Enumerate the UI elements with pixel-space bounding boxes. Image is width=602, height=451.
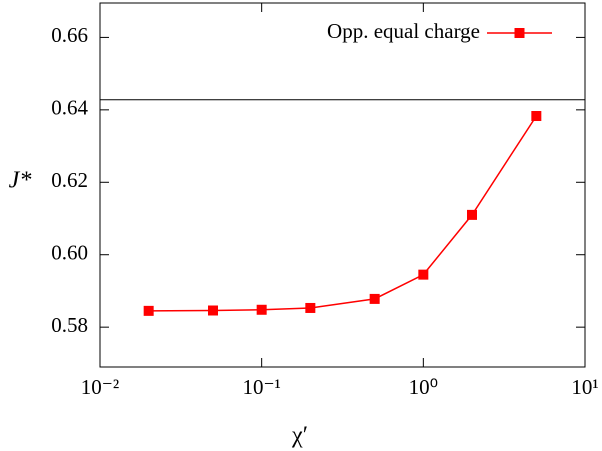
data-point bbox=[305, 302, 316, 313]
legend-marker bbox=[514, 28, 525, 38]
y-tick-label: 0.66 bbox=[51, 23, 88, 47]
x-axis-label: χ′ bbox=[291, 423, 308, 449]
y-axis-label: J* bbox=[9, 168, 32, 194]
legend-label: Opp. equal charge bbox=[327, 19, 480, 43]
x-tick-label: 10¹ bbox=[571, 375, 598, 399]
y-tick-label: 0.62 bbox=[51, 168, 88, 192]
x-tick-label: 10⁰ bbox=[409, 375, 438, 399]
data-point bbox=[208, 305, 219, 316]
data-point bbox=[256, 304, 267, 315]
data-point bbox=[418, 269, 429, 280]
series-line bbox=[148, 115, 537, 312]
data-point bbox=[466, 209, 477, 220]
data-point bbox=[143, 305, 154, 316]
y-tick-label: 0.58 bbox=[51, 313, 88, 337]
x-tick-label: 10⁻¹ bbox=[242, 375, 280, 399]
data-point bbox=[369, 293, 380, 304]
data-point bbox=[531, 111, 542, 122]
x-tick-label: 10⁻² bbox=[81, 375, 119, 399]
plot-frame bbox=[99, 2, 586, 368]
y-tick-label: 0.60 bbox=[51, 241, 88, 265]
y-tick-label: 0.64 bbox=[51, 96, 88, 120]
